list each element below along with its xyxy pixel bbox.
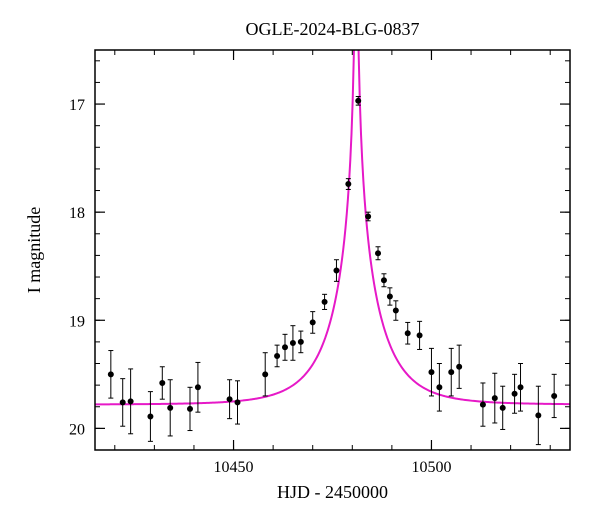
x-axis-label: HJD - 2450000 — [277, 482, 388, 502]
x-tick-label: 10450 — [214, 459, 254, 476]
data-point — [298, 339, 303, 344]
data-point — [381, 278, 386, 283]
data-point — [235, 400, 240, 405]
y-tick-label: 18 — [69, 205, 85, 222]
data-point — [227, 397, 232, 402]
data-point — [334, 268, 339, 273]
data-point — [417, 333, 422, 338]
data-point — [536, 413, 541, 418]
data-point — [263, 372, 268, 377]
y-tick-label: 20 — [69, 421, 85, 438]
data-point — [387, 294, 392, 299]
data-point — [376, 251, 381, 256]
data-point — [500, 405, 505, 410]
data-point — [356, 98, 361, 103]
data-point — [148, 414, 153, 419]
microlensing-lightcurve-chart: 10450 10500 17 18 19 20 OGLE-2024-BLG-0837 HJD … — [0, 0, 600, 512]
data-point — [275, 353, 280, 358]
data-point — [405, 331, 410, 336]
y-axis-label: I magnitude — [24, 207, 44, 293]
data-point — [188, 406, 193, 411]
data-point — [480, 402, 485, 407]
chart-title: OGLE-2024-BLG-0837 — [246, 19, 420, 39]
data-point — [437, 385, 442, 390]
data-point — [393, 308, 398, 313]
data-point — [346, 182, 351, 187]
data-point — [457, 364, 462, 369]
x-tick-label: 10500 — [411, 459, 451, 476]
data-point — [552, 393, 557, 398]
data-point — [322, 299, 327, 304]
data-point — [492, 396, 497, 401]
data-point — [310, 320, 315, 325]
y-tick-label: 17 — [69, 97, 85, 114]
data-point — [512, 391, 517, 396]
y-tick-label: 19 — [69, 313, 85, 330]
data-point — [128, 399, 133, 404]
data-point — [108, 372, 113, 377]
data-point — [283, 345, 288, 350]
data-point — [366, 214, 371, 219]
data-point — [518, 385, 523, 390]
data-point — [195, 385, 200, 390]
data-point — [429, 370, 434, 375]
data-point — [160, 380, 165, 385]
data-point — [449, 370, 454, 375]
data-point — [168, 405, 173, 410]
data-point — [290, 340, 295, 345]
data-point — [120, 400, 125, 405]
